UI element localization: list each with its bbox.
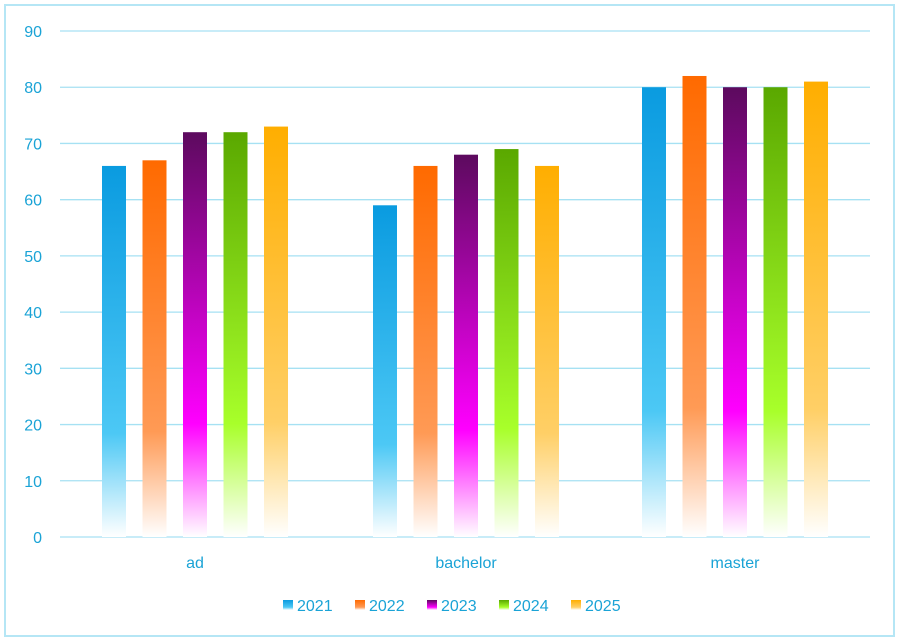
y-tick-label: 30 bbox=[24, 361, 42, 378]
legend-swatch bbox=[355, 600, 365, 610]
y-tick-label: 0 bbox=[33, 530, 42, 547]
y-tick-label: 80 bbox=[24, 80, 42, 97]
x-axis-categories: ad bachelor master bbox=[186, 555, 760, 572]
y-tick-label: 60 bbox=[24, 193, 42, 210]
legend-label: 2025 bbox=[585, 598, 621, 615]
y-tick-label: 40 bbox=[24, 305, 42, 322]
y-tick-label: 20 bbox=[24, 418, 42, 435]
bars bbox=[102, 75, 828, 538]
bar-ad-2024 bbox=[223, 132, 248, 537]
x-tick-label: ad bbox=[186, 555, 204, 572]
legend-swatch bbox=[499, 600, 509, 610]
bar-bachelor-2025 bbox=[535, 165, 559, 537]
legend: 2021 2022 2023 2024 2025 bbox=[283, 598, 621, 615]
y-tick-label: 70 bbox=[24, 136, 42, 153]
legend-label: 2022 bbox=[369, 598, 405, 615]
bar-bachelor-2022 bbox=[413, 165, 438, 537]
bar-ad-2023 bbox=[183, 132, 207, 537]
bar-bachelor-2023 bbox=[454, 154, 478, 537]
y-axis-ticks: 0 10 20 30 40 50 60 70 80 90 bbox=[24, 24, 42, 547]
legend-label: 2021 bbox=[297, 598, 333, 615]
bar-master-2025 bbox=[804, 81, 828, 537]
y-tick-label: 10 bbox=[24, 474, 42, 491]
bar-bachelor-2024 bbox=[494, 149, 519, 538]
bar-master-2024 bbox=[763, 87, 788, 537]
y-tick-label: 90 bbox=[24, 24, 42, 41]
bar-ad-2021 bbox=[102, 165, 126, 537]
bar-bachelor-2021 bbox=[373, 205, 397, 538]
bar-master-2021 bbox=[642, 87, 666, 537]
bar-ad-2022 bbox=[142, 160, 167, 538]
legend-swatch bbox=[571, 600, 581, 610]
y-tick-label: 50 bbox=[24, 249, 42, 266]
legend-swatch bbox=[283, 600, 293, 610]
legend-label: 2023 bbox=[441, 598, 477, 615]
x-tick-label: master bbox=[711, 555, 761, 572]
bar-ad-2025 bbox=[264, 126, 288, 538]
bar-master-2022 bbox=[682, 75, 707, 537]
x-tick-label: bachelor bbox=[435, 555, 497, 572]
bar-master-2023 bbox=[723, 87, 747, 537]
legend-swatch bbox=[427, 600, 437, 610]
legend-label: 2024 bbox=[513, 598, 549, 615]
